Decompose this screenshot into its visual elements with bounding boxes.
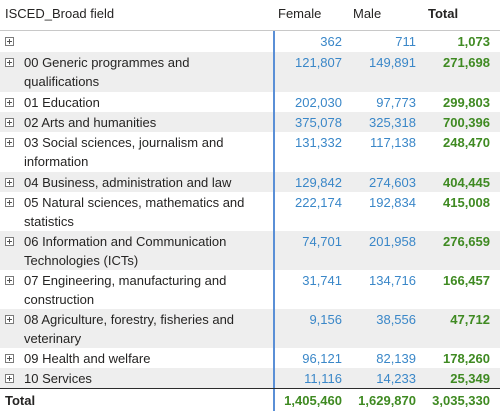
cell-total: 415,008 <box>443 195 490 210</box>
expand-plus-icon[interactable] <box>5 58 14 67</box>
table-row: 01 Education 202,030 97,773 299,803 <box>0 92 500 112</box>
table-row: 02 Arts and humanities 375,078 325,318 700,… <box>0 112 500 132</box>
table-row: 09 Health and welfare 96,121 82,139 178,260 <box>0 348 500 368</box>
expand-plus-icon[interactable] <box>5 315 14 324</box>
expand-plus-icon[interactable] <box>5 198 14 207</box>
cell-male: 14,233 <box>376 371 416 386</box>
cell-male: 201,958 <box>369 234 416 249</box>
cell-total: 25,349 <box>450 371 490 386</box>
table-row: 08 Agriculture, forestry, fisheries and … <box>0 309 500 348</box>
cell-total: 1,073 <box>457 34 490 49</box>
expand-plus-icon[interactable] <box>5 98 14 107</box>
expand-plus-icon[interactable] <box>5 138 14 147</box>
expand-plus-icon[interactable] <box>5 37 14 46</box>
cell-male: 192,834 <box>369 195 416 210</box>
expand-plus-icon[interactable] <box>5 237 14 246</box>
total-male: 1,629,870 <box>358 393 416 408</box>
cell-male: 711 <box>395 34 416 49</box>
cell-total: 700,396 <box>443 115 490 130</box>
row-label: 05 Natural sciences, mathematics and sta… <box>24 195 245 229</box>
column-divider <box>273 31 275 411</box>
cell-female: 96,121 <box>302 351 342 366</box>
cell-male: 134,716 <box>369 273 416 288</box>
expand-plus-icon[interactable] <box>5 118 14 127</box>
table-row: 362 711 1,073 <box>0 31 500 52</box>
row-label: 02 Arts and humanities <box>24 115 157 130</box>
header-field[interactable]: ISCED_Broad field <box>5 6 115 21</box>
expand-plus-icon[interactable] <box>5 178 14 187</box>
cell-total: 178,260 <box>443 351 490 366</box>
total-row: Total 1,405,460 1,629,870 3,035,330 <box>0 388 500 411</box>
cell-female: 121,807 <box>295 55 342 70</box>
table-row: 06 Information and Communication Technol… <box>0 231 500 270</box>
cell-male: 117,138 <box>369 135 416 150</box>
cell-female: 129,842 <box>295 175 342 190</box>
header-female[interactable]: Female <box>278 6 322 21</box>
row-label: 00 Generic programmes and qualifications <box>24 55 190 89</box>
table-row: 10 Services 11,116 14,233 25,349 <box>0 368 500 388</box>
cell-female: 11,116 <box>304 371 342 386</box>
table-row: 07 Engineering, manufacturing and constr… <box>0 270 500 309</box>
cell-female: 202,030 <box>295 95 342 110</box>
cell-female: 131,332 <box>295 135 342 150</box>
expand-plus-icon[interactable] <box>5 276 14 285</box>
cell-female: 362 <box>320 34 342 49</box>
total-total: 3,035,330 <box>432 393 490 408</box>
cell-male: 82,139 <box>376 351 416 366</box>
cell-female: 9,156 <box>309 312 342 327</box>
row-label: 09 Health and welfare <box>24 351 151 366</box>
cell-male: 97,773 <box>376 95 416 110</box>
total-label: Total <box>5 393 36 408</box>
cell-male: 274,603 <box>369 175 416 190</box>
cell-male: 325,318 <box>369 115 416 130</box>
table-row: 05 Natural sciences, mathematics and sta… <box>0 192 500 231</box>
header-male[interactable]: Male <box>353 6 382 21</box>
row-label: 06 Information and Communication Technol… <box>24 234 227 268</box>
row-label: 07 Engineering, manufacturing and constr… <box>24 273 227 307</box>
cell-total: 166,457 <box>443 273 490 288</box>
cell-total: 248,470 <box>443 135 490 150</box>
expand-plus-icon[interactable] <box>5 374 14 383</box>
header-row: ISCED_Broad field Female Male Total <box>0 0 500 31</box>
row-label: 08 Agriculture, forestry, fisheries and … <box>24 312 235 346</box>
row-label: 04 Business, administration and law <box>24 175 232 190</box>
cell-female: 74,701 <box>302 234 342 249</box>
cell-male: 38,556 <box>376 312 416 327</box>
cell-female: 31,741 <box>302 273 342 288</box>
total-female: 1,405,460 <box>284 393 342 408</box>
cell-female: 375,078 <box>295 115 342 130</box>
table-row: 03 Social sciences, journalism and infor… <box>0 132 500 172</box>
row-label: 01 Education <box>24 95 100 110</box>
table-row: 00 Generic programmes and qualifications… <box>0 52 500 92</box>
cell-total: 271,698 <box>443 55 490 70</box>
header-total[interactable]: Total <box>428 6 459 21</box>
row-label: 10 Services <box>24 371 92 386</box>
cell-total: 47,712 <box>450 312 490 327</box>
cell-total: 299,803 <box>443 95 490 110</box>
cell-total: 276,659 <box>443 234 490 249</box>
expand-plus-icon[interactable] <box>5 354 14 363</box>
row-label: 03 Social sciences, journalism and infor… <box>24 135 224 169</box>
table-row: 04 Business, administration and law 129,8… <box>0 172 500 192</box>
cell-male: 149,891 <box>369 55 416 70</box>
cell-total: 404,445 <box>443 175 490 190</box>
cell-female: 222,174 <box>295 195 342 210</box>
